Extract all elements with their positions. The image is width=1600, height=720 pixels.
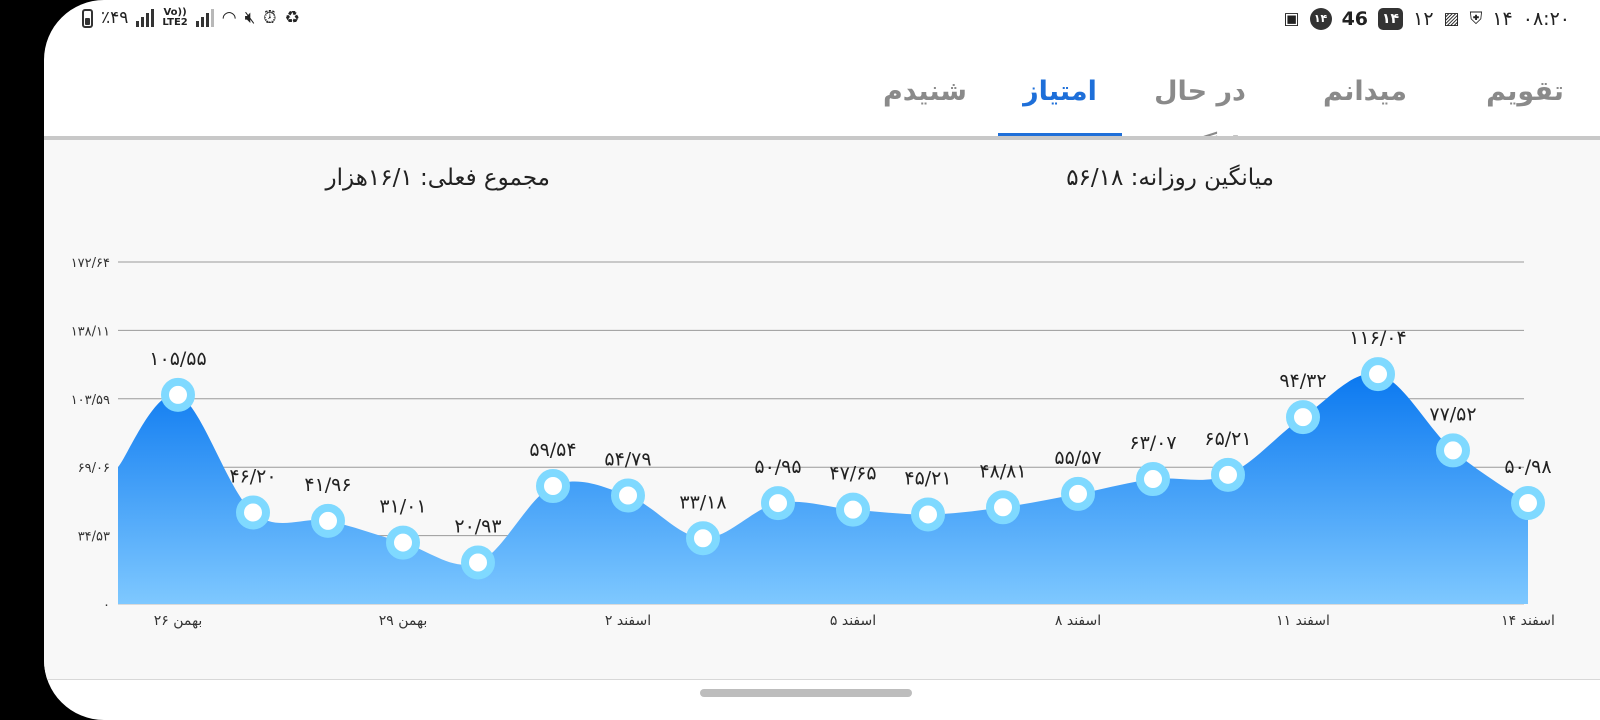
x-tick-label: ۱۱ اسفند	[1276, 613, 1330, 629]
x-tick-label: ۱۴ اسفند	[1501, 613, 1555, 629]
score-chart: ۰ ۳۴/۵۳ ۶۹/۰۶ ۱۰۳/۵۹ ۱۳۸/۱۱ ۱۷۲/۶۴ ۱۰۵/۵۵ ۴۶/۲…	[71, 256, 1555, 629]
current-total: مجموع فعلی: ۱۶/۱هزار	[325, 165, 550, 191]
recycle-icon: ♻︎	[284, 8, 300, 28]
x-tick-label: ۲ اسفند	[605, 613, 651, 629]
tab-score[interactable]: امتیاز	[998, 64, 1122, 138]
y-axis-labels: ۰ ۳۴/۵۳ ۶۹/۰۶ ۱۰۳/۵۹ ۱۳۸/۱۱ ۱۷۲/۶۴	[71, 256, 110, 613]
score-area	[118, 373, 1528, 604]
data-label: ۵۵/۵۷	[1054, 447, 1101, 469]
notification-count: 46	[1341, 8, 1369, 30]
x-tick-label: ۵ اسفند	[830, 613, 876, 629]
data-point[interactable]	[311, 503, 345, 538]
shield-icon: ⛨	[1469, 9, 1483, 29]
tab-heard[interactable]: شنیدم	[883, 76, 967, 107]
data-point[interactable]	[161, 377, 195, 412]
y-tick-label: ۶۹/۰۶	[78, 461, 110, 476]
data-point[interactable]	[986, 490, 1020, 525]
status-bar-left: ٪۴۹ Vo)) LTE2 ◠ 🔇︎ ⏰︎ ♻︎	[82, 8, 300, 28]
battery-icon	[82, 8, 93, 28]
data-label: ۵۴/۷۹	[604, 448, 651, 470]
y-tick-label: ۳۴/۵۳	[78, 530, 110, 545]
data-point[interactable]	[1361, 357, 1395, 392]
data-label: ۵۹/۵۴	[529, 439, 576, 461]
data-label: ۳۱/۰۱	[379, 496, 426, 518]
data-point[interactable]	[1211, 457, 1245, 492]
data-point[interactable]	[1136, 462, 1170, 497]
tab-bar-divider	[44, 136, 1600, 140]
notification-badge-circle: ۱۴	[1309, 8, 1332, 30]
status-number-b: ۱۲	[1413, 8, 1434, 30]
data-label: ۴۶/۲۰	[229, 465, 276, 487]
data-label: ۵۰/۹۵	[754, 456, 801, 478]
battery-level: ٪۴۹	[101, 8, 129, 28]
daily-average: میانگین روزانه: ۵۶/۱۸	[1066, 165, 1274, 191]
data-label: ۴۵/۲۱	[904, 467, 951, 489]
data-label: ۶۵/۲۱	[1204, 428, 1251, 450]
data-point[interactable]	[761, 486, 795, 521]
wifi-icon: ◠	[221, 8, 237, 28]
data-label: ۳۳/۱۸	[679, 491, 726, 513]
app-screen: ٪۴۹ Vo)) LTE2 ◠ 🔇︎ ⏰︎ ♻︎ ▣ ۱۴ 46 ۱۴ ۱۲ ▨ …	[44, 0, 1600, 720]
x-tick-label: ۲۹ بهمن	[379, 613, 428, 629]
data-label: ۲۰/۹۳	[454, 516, 501, 538]
data-points	[161, 357, 1545, 580]
data-point[interactable]	[236, 495, 270, 530]
data-point[interactable]	[386, 525, 420, 560]
data-labels: ۱۰۵/۵۵ ۴۶/۲۰ ۴۱/۹۶ ۳۱/۰۱ ۲۰/۹۳ ۵۹/۵۴ ۵۴/۷۹ ۳۳/۱…	[149, 327, 1551, 537]
x-tick-label: ۲۶ بهمن	[154, 613, 203, 629]
data-point[interactable]	[611, 478, 645, 513]
data-point[interactable]	[1061, 476, 1095, 511]
x-axis-labels: ۲۶ بهمن ۲۹ بهمن ۲ اسفند ۵ اسفند ۸ اسفند ۱۱ اس…	[154, 613, 1555, 629]
data-point[interactable]	[1286, 400, 1320, 435]
data-point[interactable]	[536, 469, 570, 504]
network-type: Vo)) LTE2	[162, 7, 188, 28]
y-tick-label: ۱۷۲/۶۴	[71, 256, 110, 271]
panel-bottom-border	[44, 679, 1600, 680]
status-time: ۰۸:۲۰	[1522, 8, 1570, 30]
y-tick-label: ۰	[103, 598, 110, 613]
y-tick-label: ۱۰۳/۵۹	[71, 393, 110, 408]
active-tab-indicator	[998, 133, 1122, 138]
notification-badge-square: ۱۴	[1378, 8, 1404, 30]
data-label: ۹۴/۳۲	[1279, 370, 1326, 392]
data-point[interactable]	[911, 497, 945, 532]
status-bar: ٪۴۹ Vo)) LTE2 ◠ 🔇︎ ⏰︎ ♻︎ ▣ ۱۴ 46 ۱۴ ۱۲ ▨ …	[44, 0, 1600, 44]
status-number-a: ۱۴	[1492, 8, 1513, 30]
tab-known[interactable]: میدانم	[1323, 76, 1407, 107]
data-point[interactable]	[836, 492, 870, 527]
data-label: ۴۸/۸۱	[979, 460, 1026, 482]
data-point[interactable]	[461, 545, 495, 580]
signal-icon	[136, 9, 155, 27]
alarm-icon: ⏰︎	[263, 8, 277, 28]
data-label: ۵۰/۹۸	[1504, 456, 1551, 478]
data-point[interactable]	[1436, 433, 1470, 468]
data-label: ۶۳/۰۷	[1129, 432, 1176, 454]
data-point[interactable]	[1511, 486, 1545, 521]
mute-icon: 🔇︎	[244, 8, 256, 28]
status-bar-right: ▣ ۱۴ 46 ۱۴ ۱۲ ▨ ⛨ ۱۴ ۰۸:۲۰	[1283, 8, 1570, 30]
data-point[interactable]	[686, 521, 720, 556]
data-label: ۴۷/۶۵	[829, 463, 876, 485]
data-label: ۷۷/۵۲	[1429, 403, 1476, 425]
translate-icon: ▣	[1283, 9, 1300, 29]
home-indicator[interactable]	[700, 689, 912, 697]
data-label: ۱۰۵/۵۵	[149, 348, 206, 370]
data-label: ۴۱/۹۶	[304, 474, 351, 496]
signal-2-icon	[195, 9, 214, 27]
x-tick-label: ۸ اسفند	[1055, 613, 1101, 629]
y-tick-label: ۱۳۸/۱۱	[71, 324, 110, 339]
tab-calendar[interactable]: تقویم	[1486, 76, 1564, 107]
image-icon: ▨	[1443, 9, 1460, 29]
data-label: ۱۱۶/۰۴	[1349, 327, 1406, 349]
